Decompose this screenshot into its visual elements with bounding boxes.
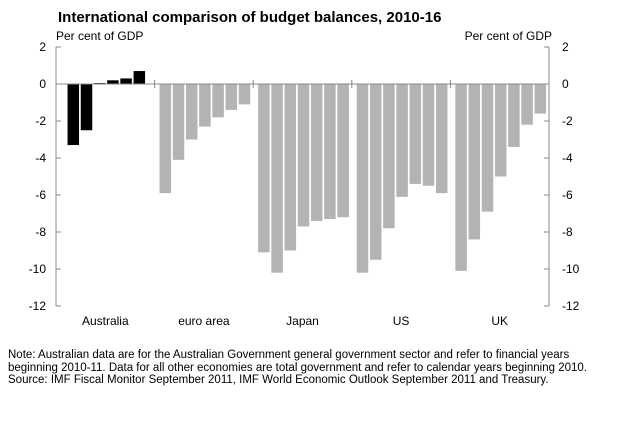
bar-uk bbox=[521, 84, 533, 125]
y-axis-label-right: Per cent of GDP bbox=[464, 29, 552, 43]
category-label: Australia bbox=[82, 314, 129, 328]
note-text: Note: Australian data are for the Austra… bbox=[8, 349, 587, 374]
bar-uk bbox=[508, 84, 520, 147]
bar-euro-area bbox=[159, 84, 172, 194]
bar-australia bbox=[133, 71, 146, 84]
bar-australia bbox=[107, 80, 119, 84]
bar-us bbox=[369, 84, 382, 260]
bar-uk bbox=[534, 84, 547, 114]
y-tick-label-right: -8 bbox=[562, 225, 573, 239]
bar-japan bbox=[271, 84, 283, 273]
category-label: US bbox=[393, 314, 410, 328]
category-label: UK bbox=[491, 314, 508, 328]
bar-uk bbox=[494, 84, 507, 177]
bar-euro-area bbox=[225, 84, 238, 110]
y-tick-label-left: -8 bbox=[35, 225, 46, 239]
y-tick-label-left: -10 bbox=[29, 262, 47, 276]
y-tick-label-right: -12 bbox=[562, 299, 580, 313]
chart-plot: 2 2 0 0 -2 -2 -4 -4 -6 -6 -8 -8 -10 -10 -12 -12 Australi… bbox=[29, 40, 580, 328]
bar-australia bbox=[120, 78, 132, 84]
y-tick-label-left: 2 bbox=[39, 40, 46, 54]
chart-footnote: Note: Australian data are for the Austra… bbox=[8, 349, 610, 387]
bar-australia bbox=[67, 84, 80, 146]
bar-us bbox=[435, 84, 448, 194]
bar-japan bbox=[284, 84, 297, 251]
bar-uk bbox=[481, 84, 494, 212]
bar-us bbox=[396, 84, 408, 197]
y-tick-label-left: -4 bbox=[35, 151, 46, 165]
y-axis-label-left: Per cent of GDP bbox=[56, 29, 144, 43]
chart-title: International comparison of budget balan… bbox=[58, 9, 442, 26]
bar-us bbox=[409, 84, 422, 184]
y-tick-label-right: -6 bbox=[562, 188, 573, 202]
bar-euro-area bbox=[185, 84, 198, 140]
y-tick-label-right: -2 bbox=[562, 114, 573, 128]
bar-japan bbox=[324, 84, 336, 220]
bar-uk bbox=[468, 84, 481, 240]
source-text: Source: IMF Fiscal Monitor September 201… bbox=[8, 374, 549, 386]
bar-uk bbox=[455, 84, 467, 271]
y-tick-label-right: -4 bbox=[562, 151, 573, 165]
bar-japan bbox=[297, 84, 310, 227]
y-tick-label-left: -2 bbox=[35, 114, 46, 128]
y-tick-label-left: -6 bbox=[35, 188, 46, 202]
y-tick-label-right: 0 bbox=[562, 77, 569, 91]
y-tick-label-left: 0 bbox=[39, 77, 46, 91]
y-tick-label-right: 2 bbox=[562, 40, 569, 54]
category-label: euro area bbox=[178, 314, 230, 328]
bar-euro-area bbox=[238, 84, 251, 105]
y-tick-label-right: -10 bbox=[562, 262, 580, 276]
y-tick-label-left: -12 bbox=[29, 299, 47, 313]
bar-japan bbox=[310, 84, 323, 221]
bar-us bbox=[422, 84, 435, 186]
bar-australia bbox=[80, 84, 93, 131]
bar-euro-area bbox=[212, 84, 224, 118]
bar-euro-area bbox=[172, 84, 185, 160]
bar-us bbox=[356, 84, 369, 273]
category-label: Japan bbox=[286, 314, 319, 328]
bar-euro-area bbox=[199, 84, 211, 127]
bar-japan bbox=[258, 84, 270, 253]
bar-japan bbox=[337, 84, 349, 218]
bar-us bbox=[383, 84, 395, 229]
